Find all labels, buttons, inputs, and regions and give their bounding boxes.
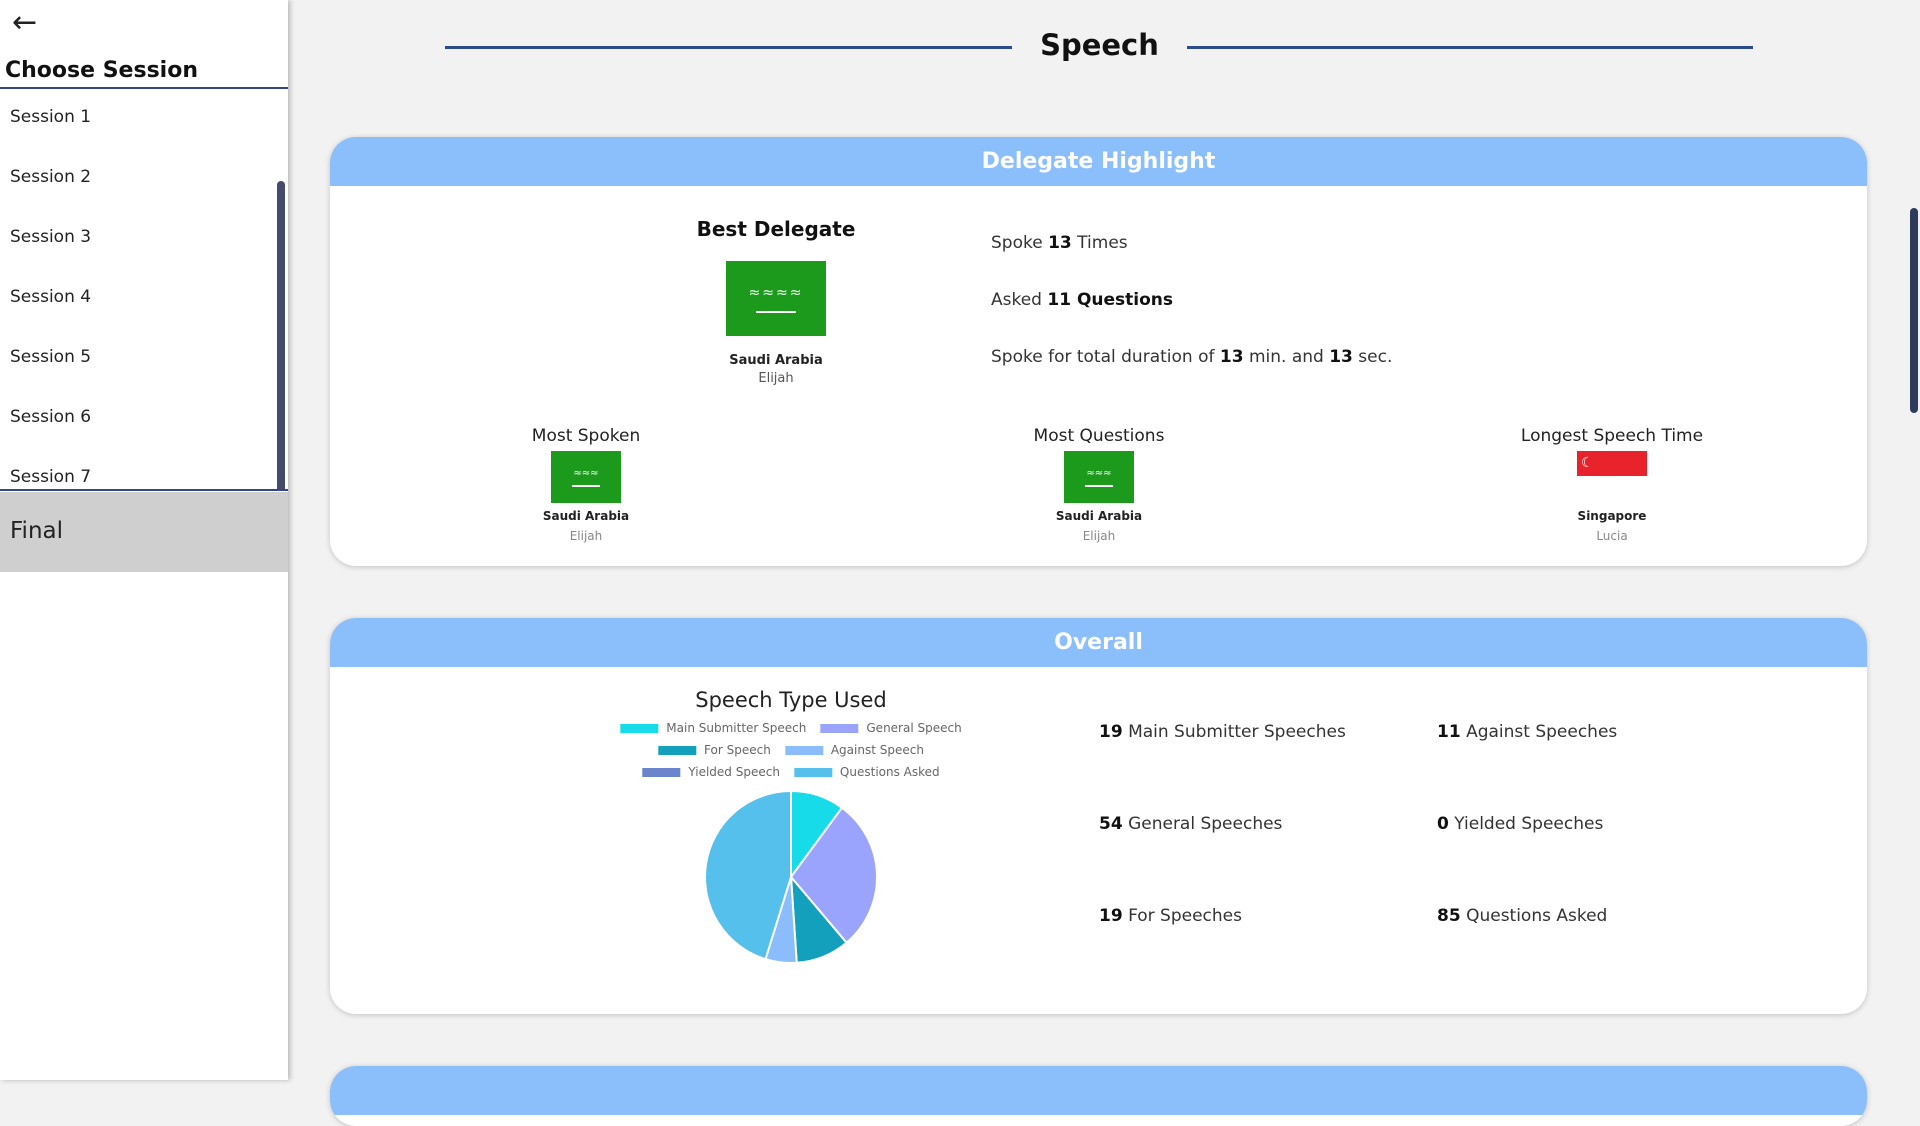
- saudi-arabia-flag-icon: ≈≈≈: [1064, 451, 1134, 503]
- spoke-times-stat: Spoke 13 Times: [991, 233, 1128, 253]
- session-item[interactable]: Session 7: [10, 467, 92, 487]
- overall-stat: 11 Against Speeches: [1437, 722, 1618, 742]
- title-line-right: [1187, 46, 1753, 49]
- choose-session-heading: Choose Session: [5, 58, 198, 83]
- award-delegate: Elijah: [569, 529, 603, 543]
- session-item[interactable]: Session 4: [10, 287, 92, 307]
- saudi-arabia-flag-icon: ≈≈≈: [551, 451, 621, 503]
- longest-speech-label: Longest Speech Time: [1520, 426, 1704, 446]
- legend-item[interactable]: Against Speech: [784, 743, 924, 757]
- pie-slice-questions-asked[interactable]: [704, 789, 792, 961]
- session-item[interactable]: Session 5: [10, 347, 92, 367]
- overall-stat: 85 Questions Asked: [1437, 906, 1608, 926]
- best-country: Saudi Arabia: [729, 353, 823, 368]
- legend-item[interactable]: Yielded Speech: [642, 765, 780, 779]
- overall-stat: 54 General Speeches: [1099, 814, 1283, 834]
- card-header: [330, 1066, 1867, 1115]
- duration-stat: Spoke for total duration of 13 min. and …: [991, 347, 1393, 367]
- legend-item[interactable]: General Speech: [820, 721, 962, 735]
- page-scrollbar[interactable]: [1908, 0, 1920, 1080]
- card-header: Delegate Highlight: [330, 137, 1867, 186]
- chart-legend: Main Submitter Speech General Speech For…: [620, 721, 962, 779]
- back-arrow-icon[interactable]: ←: [12, 5, 38, 40]
- card-header: Overall: [330, 618, 1867, 667]
- speech-type-pie-chart: [704, 789, 878, 964]
- page-title: Speech: [1040, 28, 1159, 62]
- chart-title: Speech Type Used: [695, 688, 887, 712]
- best-delegate-name: Elijah: [758, 371, 794, 386]
- session-item[interactable]: Session 3: [10, 227, 92, 247]
- page-scrollbar-thumb[interactable]: [1910, 208, 1918, 413]
- session-item-final[interactable]: Final: [0, 492, 288, 572]
- overall-stat: 0 Yielded Speeches: [1437, 814, 1604, 834]
- session-list-scrollbar[interactable]: [277, 181, 285, 489]
- legend-item[interactable]: Main Submitter Speech: [620, 721, 806, 735]
- session-sidebar: ← Choose Session Session 1 Session 2 Ses…: [0, 0, 288, 1080]
- overall-stat: 19 For Speeches: [1099, 906, 1242, 926]
- award-country: Singapore: [1577, 509, 1647, 523]
- asked-questions-stat: Asked 11 Questions: [991, 290, 1174, 310]
- most-questions-label: Most Questions: [1033, 426, 1165, 446]
- legend-item[interactable]: For Speech: [658, 743, 771, 757]
- session-list: Session 1 Session 2 Session 3 Session 4 …: [0, 89, 288, 491]
- session-item[interactable]: Session 1: [10, 107, 92, 127]
- divider: [0, 87, 288, 89]
- singapore-flag-icon: ☾: [1577, 451, 1647, 476]
- session-item[interactable]: Session 2: [10, 167, 92, 187]
- award-country: Saudi Arabia: [1055, 509, 1143, 523]
- session-item[interactable]: Session 6: [10, 407, 92, 427]
- title-line-left: [445, 46, 1012, 49]
- overall-stat: 19 Main Submitter Speeches: [1099, 722, 1346, 742]
- most-spoken-label: Most Spoken: [531, 426, 641, 446]
- delegate-highlight-card: Delegate Highlight Best Delegate ≈≈≈≈ Sa…: [330, 137, 1867, 566]
- legend-item[interactable]: Questions Asked: [793, 765, 940, 779]
- award-country: Saudi Arabia: [542, 509, 630, 523]
- overall-card: Overall Speech Type Used Main Submitter …: [330, 618, 1867, 1014]
- saudi-arabia-flag-icon: ≈≈≈≈: [726, 261, 826, 336]
- next-card: [330, 1066, 1867, 1126]
- award-delegate: Elijah: [1082, 529, 1116, 543]
- best-delegate-label: Best Delegate: [696, 217, 856, 241]
- award-delegate: Lucia: [1596, 529, 1628, 543]
- pie-slice-general-speech[interactable]: [789, 806, 878, 945]
